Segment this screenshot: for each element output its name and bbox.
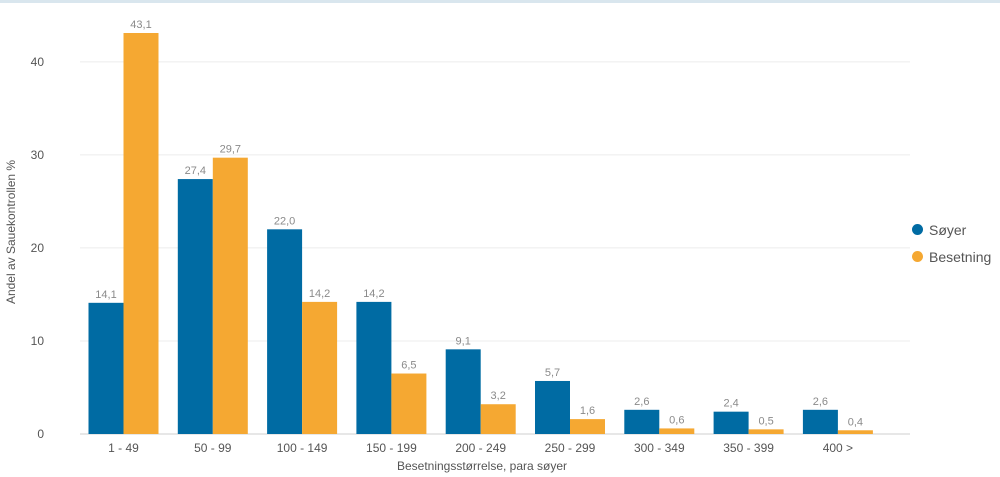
legend-swatch-besetning	[912, 251, 923, 262]
x-tick-label: 100 - 149	[277, 441, 328, 455]
bar	[391, 373, 427, 434]
x-tick-label: 200 - 249	[455, 441, 506, 455]
y-tick-label: 20	[31, 241, 45, 255]
data-label: 14,2	[363, 288, 384, 300]
data-label: 2,4	[723, 398, 738, 410]
bar	[659, 428, 695, 434]
x-tick-label: 250 - 299	[545, 441, 596, 455]
bar	[535, 380, 570, 434]
bar	[177, 179, 213, 434]
data-label: 9,1	[456, 335, 471, 347]
data-label: 43,1	[130, 19, 151, 31]
data-label: 22,0	[274, 215, 295, 227]
bar	[356, 301, 392, 434]
data-label: 14,1	[95, 289, 116, 301]
data-labels: 14,1 43,1 27,4 29,7 22,0 14,2 14,2 6,5 9,1 3,2 5,7…	[95, 19, 863, 428]
bar	[748, 429, 784, 434]
bar	[302, 301, 338, 434]
bar	[837, 430, 873, 434]
bars	[88, 33, 873, 434]
data-label: 27,4	[185, 165, 206, 177]
bar	[267, 229, 303, 434]
bar	[445, 349, 481, 434]
bar	[123, 33, 159, 434]
legend-label-besetning: Besetning	[929, 248, 992, 265]
x-axis-ticks: 1 - 49 50 - 99 100 - 149 150 - 199 200 - 249…	[108, 441, 853, 455]
legend-label-soyer: Søyer	[929, 221, 967, 238]
legend-item-besetning[interactable]: Besetning	[912, 243, 991, 270]
data-label: 5,7	[545, 367, 560, 379]
bar	[570, 419, 605, 434]
x-axis-title: Besetningsstørrelse, para søyer	[397, 459, 567, 473]
data-label: 0,5	[758, 415, 773, 427]
legend-item-soyer[interactable]: Søyer	[912, 216, 991, 243]
top-border	[0, 0, 1000, 3]
data-label: 1,6	[580, 405, 595, 417]
data-label: 2,6	[813, 396, 828, 408]
bar	[624, 409, 660, 434]
data-label: 6,5	[401, 360, 416, 372]
y-tick-label: 30	[31, 148, 45, 162]
data-label: 0,6	[669, 414, 684, 426]
y-tick-label: 0	[37, 427, 44, 441]
bar	[713, 411, 749, 434]
legend-swatch-soyer	[912, 224, 923, 235]
x-tick-label: 1 - 49	[108, 441, 139, 455]
x-tick-label: 350 - 399	[723, 441, 774, 455]
bar	[212, 157, 248, 434]
y-tick-label: 40	[31, 55, 45, 69]
bar	[480, 404, 516, 434]
data-label: 2,6	[634, 396, 649, 408]
data-label: 29,7	[220, 144, 241, 156]
data-label: 3,2	[491, 390, 506, 402]
legend: Søyer Besetning	[912, 216, 991, 270]
data-label: 14,2	[309, 288, 330, 300]
data-label: 0,4	[848, 416, 863, 428]
bar	[802, 409, 838, 434]
bar	[88, 302, 124, 434]
y-axis-ticks: 0 10 20 30 40	[31, 55, 45, 441]
x-tick-label: 50 - 99	[194, 441, 232, 455]
y-tick-label: 10	[31, 334, 45, 348]
x-tick-label: 300 - 349	[634, 441, 685, 455]
x-tick-label: 150 - 199	[366, 441, 417, 455]
y-axis-title: Andel av Sauekontrollen %	[4, 160, 18, 304]
x-tick-label: 400 >	[823, 441, 853, 455]
